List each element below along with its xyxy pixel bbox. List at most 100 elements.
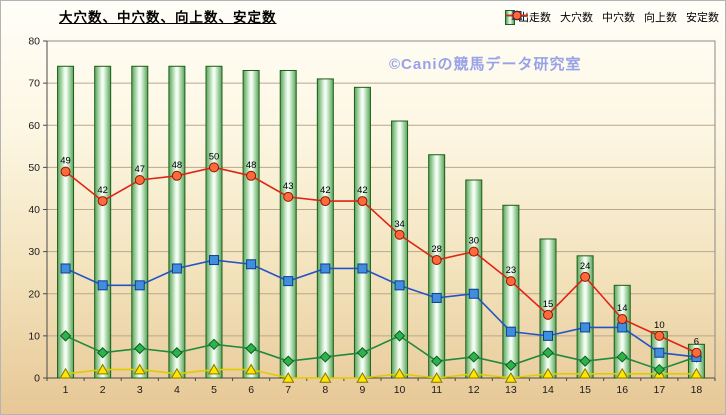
diamond-marker (282, 355, 294, 367)
triangle-marker (616, 367, 629, 379)
watermark: ©Caniの競馬データ研究室 (389, 56, 582, 73)
x-tick-label: 10 (394, 384, 406, 396)
diamond-marker (171, 347, 183, 359)
square-marker (320, 263, 331, 274)
data-label: 15 (543, 299, 554, 310)
square-marker (617, 322, 628, 333)
x-tick-label: 18 (691, 384, 703, 396)
y-tick-label: 40 (28, 204, 40, 216)
x-tick-label: 15 (579, 384, 591, 396)
circle-marker (60, 166, 71, 177)
x-tick-label: 4 (174, 384, 180, 396)
diamond-marker (542, 347, 554, 359)
diamond-marker (505, 359, 517, 372)
circle-marker (394, 229, 405, 240)
bar-series (57, 65, 705, 379)
circle-marker (209, 162, 219, 173)
square-marker (543, 330, 553, 341)
y-tick-label: 0 (34, 373, 40, 385)
y-tick-label: 10 (28, 330, 40, 342)
line-series-0 (59, 363, 703, 383)
triangle-marker (245, 363, 258, 375)
diamond-marker (356, 347, 369, 359)
circle-marker (654, 330, 665, 341)
circle-marker (580, 271, 591, 282)
square-marker (654, 347, 665, 358)
circle-marker (543, 309, 553, 320)
legend-label: 中穴数 (602, 12, 635, 24)
chart-legend: 出走数 大穴数 中穴数 向上数 安定数 (505, 9, 719, 25)
square-marker (468, 288, 479, 299)
circle-icon (506, 10, 528, 21)
triangle-marker (170, 367, 183, 379)
triangle-marker (319, 371, 332, 383)
triangle-marker (356, 371, 369, 383)
data-label: 50 (209, 151, 220, 162)
x-tick-label: 12 (468, 384, 480, 396)
triangle-marker (207, 363, 221, 375)
line-series-1 (59, 330, 703, 376)
square-marker (357, 263, 368, 274)
data-label: 10 (654, 320, 665, 331)
chart-title: 大穴数、中穴数、向上数、安定数 (59, 10, 277, 25)
data-label: 48 (246, 160, 257, 171)
x-tick-label: 14 (542, 384, 554, 396)
x-tick-label: 9 (360, 384, 366, 396)
triangle-marker (96, 363, 109, 375)
bar (279, 69, 297, 379)
data-label: 30 (468, 236, 479, 247)
square-marker (394, 280, 405, 291)
y-tick-label: 20 (28, 288, 40, 300)
diamond-marker (616, 351, 628, 363)
x-tick-label: 8 (322, 384, 328, 396)
data-label: 42 (357, 185, 368, 196)
triangle-marker (690, 367, 703, 379)
data-label: 6 (694, 337, 699, 348)
square-marker (134, 280, 145, 291)
square-marker (171, 263, 182, 274)
legend-label: 大穴数 (560, 12, 593, 24)
y-tick-label: 80 (28, 36, 40, 48)
x-tick-label: 13 (505, 384, 517, 396)
diamond-marker (134, 342, 146, 355)
x-tick-label: 1 (63, 384, 69, 396)
square-marker (97, 280, 108, 291)
diamond-marker (59, 330, 72, 342)
triangle-marker (282, 371, 295, 383)
x-tick-label: 11 (431, 384, 442, 396)
square-marker (283, 276, 294, 287)
data-label: 42 (97, 185, 108, 196)
circle-marker (357, 196, 368, 207)
circle-marker (246, 170, 257, 181)
data-label: 23 (506, 265, 517, 276)
triangle-marker (467, 367, 480, 379)
triangle-marker (59, 367, 72, 379)
triangle-marker (393, 367, 406, 379)
square-marker (209, 255, 219, 266)
bar (316, 78, 334, 379)
data-label: 34 (394, 219, 405, 230)
bar (168, 65, 186, 379)
x-tick-label: 2 (100, 384, 106, 396)
legend-label: 向上数 (644, 12, 677, 24)
circle-marker (617, 314, 628, 325)
square-marker (580, 322, 591, 333)
circle-marker (171, 170, 182, 181)
triangle-marker (579, 367, 592, 379)
bar (465, 179, 483, 379)
data-label: 49 (60, 156, 71, 167)
line-series-3: 49 42 47 48 50 48 43 42 42 34 28 30 23 15 24 14 10 6 (60, 151, 702, 358)
circle-marker (134, 175, 145, 186)
diamond-marker (96, 347, 109, 359)
circle-marker (505, 276, 516, 287)
diamond-marker (430, 355, 443, 367)
diamond-marker (208, 338, 220, 351)
x-tick-label: 7 (285, 384, 291, 396)
square-marker (505, 326, 516, 337)
x-tick-label: 17 (653, 384, 665, 396)
legend-label: 安定数 (686, 12, 719, 24)
x-tick-label: 6 (248, 384, 254, 396)
y-tick-label: 60 (28, 120, 40, 132)
diamond-marker (245, 342, 257, 355)
